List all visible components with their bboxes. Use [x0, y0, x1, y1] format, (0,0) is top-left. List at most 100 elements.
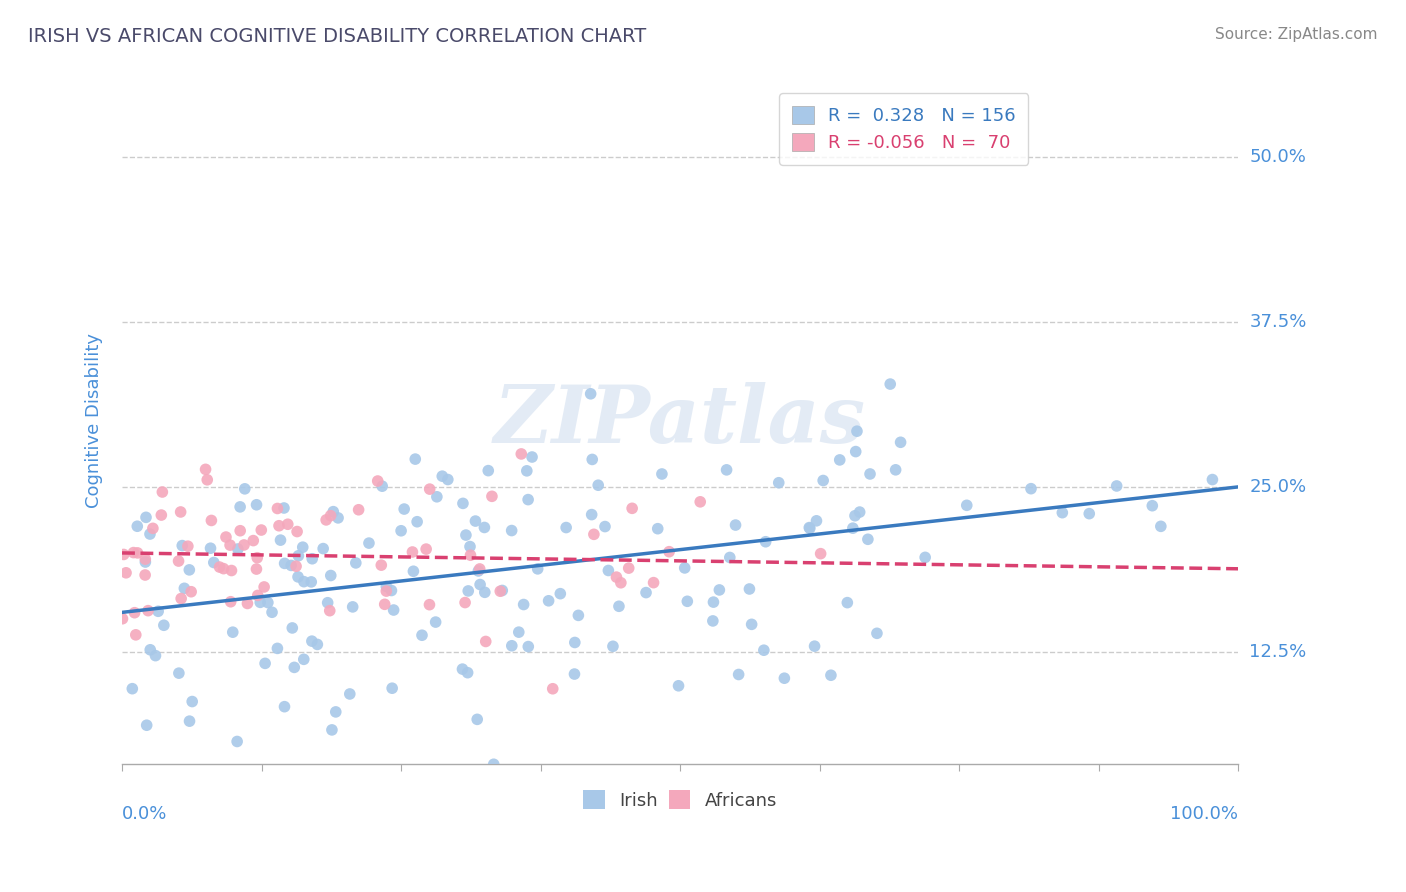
Point — [454, 596, 477, 610]
Point — [357, 536, 380, 550]
Point — [370, 558, 392, 573]
Point — [582, 527, 605, 541]
Point — [245, 498, 267, 512]
Point — [702, 595, 724, 609]
Point — [673, 561, 696, 575]
Point — [177, 539, 200, 553]
Point — [375, 584, 398, 599]
Point — [260, 605, 283, 619]
Point — [254, 657, 277, 671]
Point — [134, 552, 156, 566]
Point — [172, 539, 194, 553]
Point — [803, 639, 825, 653]
Point — [229, 524, 252, 538]
Point — [517, 640, 540, 654]
Point — [474, 520, 496, 534]
Point — [173, 582, 195, 596]
Point — [253, 580, 276, 594]
Point — [339, 687, 361, 701]
Point — [454, 528, 477, 542]
Point — [914, 550, 936, 565]
Point — [820, 668, 842, 682]
Point — [167, 554, 190, 568]
Point — [136, 604, 159, 618]
Point — [270, 533, 292, 548]
Point — [347, 502, 370, 516]
Point — [179, 563, 201, 577]
Point — [212, 561, 235, 575]
Point — [517, 492, 540, 507]
Point — [153, 618, 176, 632]
Point — [437, 473, 460, 487]
Point — [512, 598, 534, 612]
Point — [292, 652, 315, 666]
Point — [564, 635, 586, 649]
Point — [127, 546, 149, 560]
Point — [179, 714, 201, 728]
Point — [643, 575, 665, 590]
Point — [520, 450, 543, 464]
Point — [1201, 473, 1223, 487]
Point — [564, 667, 586, 681]
Point — [866, 626, 889, 640]
Point — [738, 582, 761, 596]
Point — [457, 583, 479, 598]
Point — [755, 534, 778, 549]
Text: 12.5%: 12.5% — [1250, 643, 1306, 661]
Point — [647, 522, 669, 536]
Point — [768, 475, 790, 490]
Point — [621, 501, 644, 516]
Point — [432, 469, 454, 483]
Point — [602, 640, 624, 654]
Point — [226, 734, 249, 748]
Point — [146, 604, 169, 618]
Point — [215, 530, 238, 544]
Text: 37.5%: 37.5% — [1250, 313, 1306, 331]
Point — [392, 502, 415, 516]
Point — [150, 485, 173, 500]
Point — [541, 681, 564, 696]
Point — [474, 585, 496, 599]
Point — [367, 474, 389, 488]
Text: IRISH VS AFRICAN COGNITIVE DISABILITY CORRELATION CHART: IRISH VS AFRICAN COGNITIVE DISABILITY CO… — [28, 27, 647, 45]
Point — [277, 517, 299, 532]
Point — [242, 533, 264, 548]
Point — [287, 549, 309, 563]
Text: 50.0%: 50.0% — [1250, 148, 1306, 166]
Point — [222, 625, 245, 640]
Point — [811, 474, 834, 488]
Point — [586, 478, 609, 492]
Point — [607, 599, 630, 614]
Point — [380, 583, 402, 598]
Point — [884, 463, 907, 477]
Point — [219, 595, 242, 609]
Point — [419, 482, 441, 496]
Point — [1142, 499, 1164, 513]
Point — [267, 518, 290, 533]
Point — [727, 667, 749, 681]
Point — [828, 453, 851, 467]
Point — [246, 588, 269, 602]
Legend: Irish, Africans: Irish, Africans — [576, 783, 785, 817]
Point — [481, 489, 503, 503]
Point — [139, 527, 162, 541]
Point — [845, 444, 868, 458]
Point — [127, 519, 149, 533]
Point — [689, 495, 711, 509]
Point — [124, 606, 146, 620]
Point — [451, 662, 474, 676]
Point — [195, 473, 218, 487]
Point — [111, 612, 134, 626]
Point — [741, 617, 763, 632]
Point — [491, 583, 513, 598]
Point — [464, 514, 486, 528]
Point — [501, 639, 523, 653]
Text: Source: ZipAtlas.com: Source: ZipAtlas.com — [1215, 27, 1378, 42]
Point — [229, 500, 252, 514]
Point — [581, 452, 603, 467]
Point — [312, 541, 335, 556]
Text: ZIPatlas: ZIPatlas — [494, 382, 866, 459]
Point — [848, 505, 870, 519]
Point — [593, 519, 616, 533]
Point — [1078, 507, 1101, 521]
